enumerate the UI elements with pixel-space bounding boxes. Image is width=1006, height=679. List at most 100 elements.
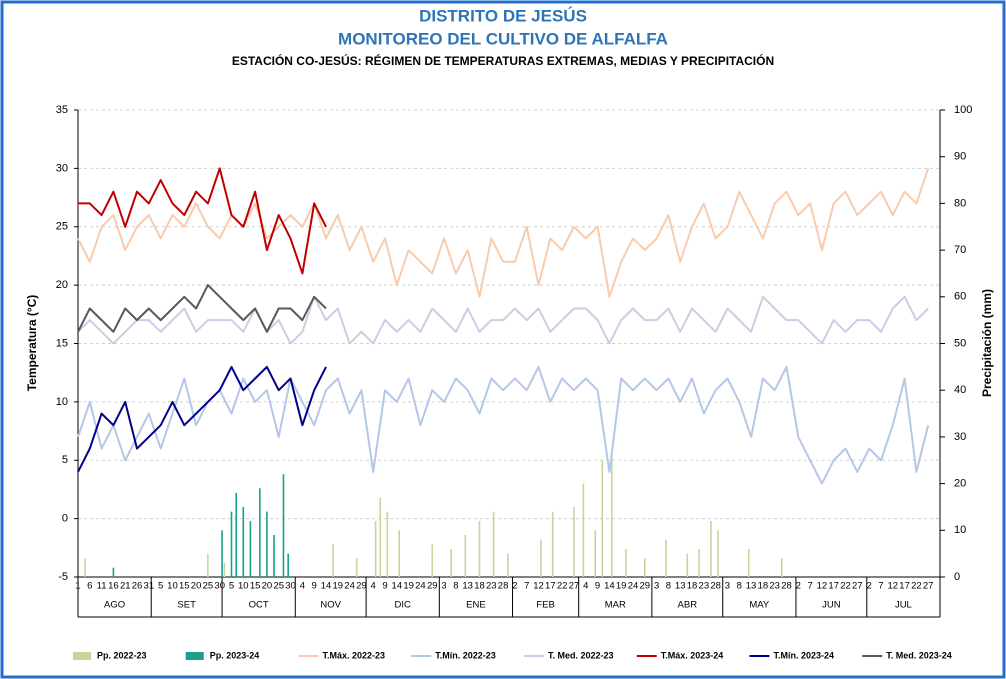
x-tick-label: 29	[356, 581, 367, 592]
y-tick-label: 5	[62, 454, 68, 466]
x-tick-label: 8	[666, 581, 671, 592]
y2-tick-label: 60	[954, 291, 966, 303]
legend-label: T.Mín. 2023-24	[774, 650, 835, 660]
bar	[610, 455, 613, 577]
bar	[84, 558, 86, 577]
legend-label: T. Med. 2022-23	[548, 650, 614, 660]
x-tick-label: 29	[640, 581, 651, 592]
x-tick-label: 18	[687, 581, 698, 592]
x-tick-label: 9	[595, 581, 600, 592]
y-tick-label: 30	[56, 162, 68, 174]
x-tick-label: 23	[699, 581, 710, 592]
bar	[355, 558, 358, 577]
x-tick-label: 3	[441, 581, 446, 592]
x-tick-label: 28	[781, 581, 792, 592]
x-tick-label: 2	[867, 581, 872, 592]
line	[77, 168, 930, 298]
legend-label: T.Mín. 2022-23	[435, 650, 496, 660]
x-tick-label: 17	[899, 581, 910, 592]
line	[77, 284, 327, 333]
x-tick-label: 14	[321, 581, 332, 592]
y2-tick-label: 100	[954, 104, 972, 116]
bar	[643, 558, 646, 577]
bar	[582, 483, 585, 577]
x-tick-label: 19	[332, 581, 343, 592]
month-label: JUN	[822, 600, 841, 611]
bar	[540, 539, 542, 577]
bar	[698, 548, 700, 577]
bar	[710, 520, 712, 577]
bar	[207, 553, 209, 577]
x-tick-label: 12	[887, 581, 898, 592]
y2-tick-label: 70	[954, 244, 966, 256]
legend-swatch	[185, 652, 204, 660]
x-tick-label: 4	[371, 581, 376, 592]
bar	[601, 460, 604, 577]
x-tick-label: 28	[498, 581, 509, 592]
bar	[625, 548, 627, 577]
y2-tick-label: 40	[954, 384, 966, 396]
bar	[686, 553, 689, 577]
x-tick-label: 10	[167, 581, 178, 592]
y2-tick-label: 90	[954, 151, 966, 163]
bar	[594, 530, 596, 577]
x-tick-label: 8	[737, 581, 742, 592]
x-tick-label: 24	[344, 581, 355, 592]
month-label: MAR	[605, 600, 626, 611]
y-tick-label: 20	[56, 279, 68, 291]
x-tick-label: 12	[533, 581, 544, 592]
x-tick-label: 25	[203, 581, 214, 592]
y2-tick-label: 50	[954, 337, 966, 349]
x-tick-label: 14	[604, 581, 615, 592]
y2-tick-label: 0	[954, 571, 960, 583]
bar	[379, 497, 382, 577]
bar	[259, 488, 261, 577]
bar	[507, 553, 509, 577]
x-tick-label: 22	[557, 581, 568, 592]
legend-swatch	[73, 652, 91, 660]
x-tick-label: 2	[796, 581, 801, 592]
bar	[332, 544, 334, 577]
x-tick-label: 18	[474, 581, 485, 592]
bar	[398, 530, 400, 577]
x-tick-label: 9	[382, 581, 387, 592]
x-tick-label: 11	[97, 581, 107, 592]
y-tick-label: 10	[56, 396, 68, 408]
month-label: ENE	[466, 600, 486, 611]
y2-tick-label: 80	[954, 197, 966, 209]
x-tick-label: 18	[758, 581, 769, 592]
bar	[287, 553, 289, 577]
x-tick-label: 4	[583, 581, 588, 592]
bar	[374, 520, 377, 577]
x-tick-label: 7	[878, 581, 883, 592]
bar	[242, 506, 245, 577]
x-tick-label: 12	[817, 581, 828, 592]
x-tick-label: 3	[654, 581, 659, 592]
x-tick-label: 13	[675, 581, 686, 592]
x-tick-label: 22	[911, 581, 922, 592]
bar	[235, 492, 238, 577]
y2-tick-label: 30	[954, 431, 966, 443]
x-tick-label: 19	[403, 581, 414, 592]
x-tick-label: 25	[273, 581, 284, 592]
x-tick-label: 6	[87, 581, 92, 592]
bar	[551, 511, 554, 577]
month-label: FEB	[536, 600, 554, 611]
x-tick-label: 17	[545, 581, 556, 592]
y-tick-label: 25	[56, 221, 68, 233]
y-tick-label: 0	[62, 513, 68, 525]
month-label: OCT	[249, 600, 269, 611]
x-tick-label: 9	[312, 581, 317, 592]
x-tick-label: 5	[229, 581, 234, 592]
bar	[230, 511, 233, 577]
x-tick-label: 15	[250, 581, 261, 592]
bar	[492, 511, 495, 577]
x-tick-label: 20	[262, 581, 273, 592]
x-tick-label: 16	[108, 581, 119, 592]
bar	[386, 511, 389, 577]
bar	[665, 539, 667, 577]
legend-label: T. Med. 2023-24	[886, 650, 952, 660]
x-tick-label: 7	[807, 581, 812, 592]
bar	[266, 511, 268, 577]
y2-axis-label: Precipitación (mm)	[980, 289, 994, 397]
